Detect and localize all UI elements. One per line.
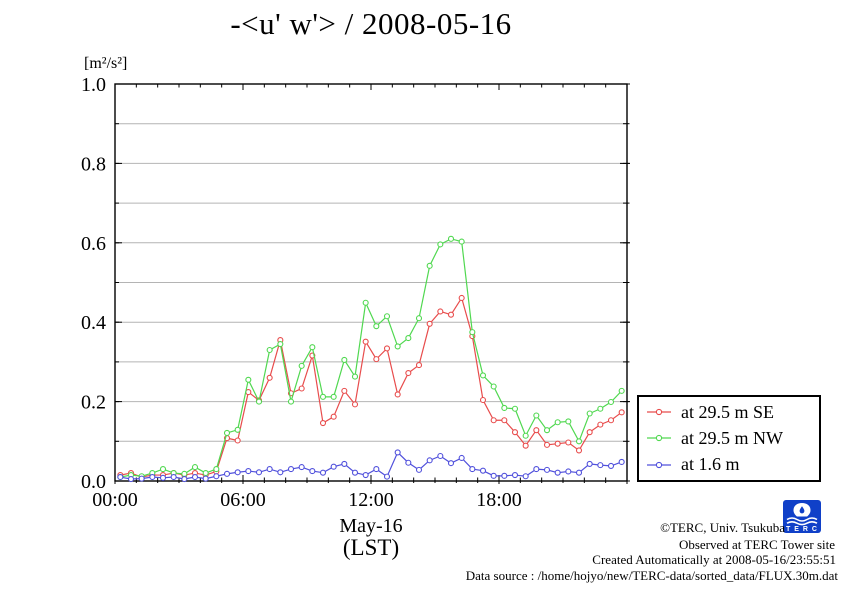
footer-observed-at: Observed at TERC Tower site (678, 537, 835, 552)
legend-label-se: at 29.5 m SE (681, 401, 774, 422)
footer-data-source: Data source : /home/hojyo/new/TERC-data/… (465, 568, 838, 583)
svg-text:0.8: 0.8 (81, 153, 106, 175)
series-0 (117, 294, 625, 481)
svg-text:00:00: 00:00 (92, 489, 138, 511)
y-axis-unit-label: [m²/s²] (84, 55, 128, 72)
legend-label-1-6m: at 1.6 m (681, 454, 740, 475)
svg-text:1.0: 1.0 (81, 74, 106, 96)
gridlines (115, 123, 627, 442)
svg-text:0.4: 0.4 (81, 312, 106, 334)
legend-label-nw: at 29.5 m NW (681, 427, 783, 448)
series-1 (117, 235, 625, 481)
svg-text:12:00: 12:00 (348, 489, 394, 511)
y-tick-labels: 0.0 0.2 0.4 0.6 0.8 1.0 (81, 74, 106, 493)
legend-swatch-nw-icon (647, 435, 671, 442)
footer-credit: ©TERC, Univ. Tsukuba (660, 520, 785, 535)
chart-title: -<u' w'> / 2008-05-16 (230, 6, 512, 41)
terc-logo: T E R C (783, 500, 821, 533)
svg-text:18:00: 18:00 (476, 489, 522, 511)
x-axis-date-label: May-16 (339, 515, 403, 537)
legend-item-1-6m: at 1.6 m (646, 452, 819, 478)
svg-text:0.6: 0.6 (81, 233, 106, 255)
legend-item-nw: at 29.5 m NW (646, 425, 819, 451)
x-tick-labels: 00:00 06:00 12:00 18:00 (92, 489, 522, 511)
footer-created-at: Created Automatically at 2008-05-16/23:5… (592, 552, 836, 567)
svg-text:0.0: 0.0 (81, 471, 106, 493)
x-axis-timezone-label: (LST) (342, 535, 400, 560)
legend-swatch-1-6m-icon (647, 461, 671, 468)
terc-logo-text: T E R C (786, 526, 818, 533)
series-2 (117, 449, 625, 483)
svg-text:06:00: 06:00 (220, 489, 266, 511)
svg-text:0.2: 0.2 (81, 392, 106, 414)
legend-box: at 29.5 m SE at 29.5 m NW at 1.6 m (637, 395, 821, 482)
x-ticks (114, 84, 628, 484)
legend-swatch-se-icon (647, 409, 671, 416)
legend-item-se: at 29.5 m SE (646, 399, 819, 425)
y-ticks (115, 83, 630, 482)
